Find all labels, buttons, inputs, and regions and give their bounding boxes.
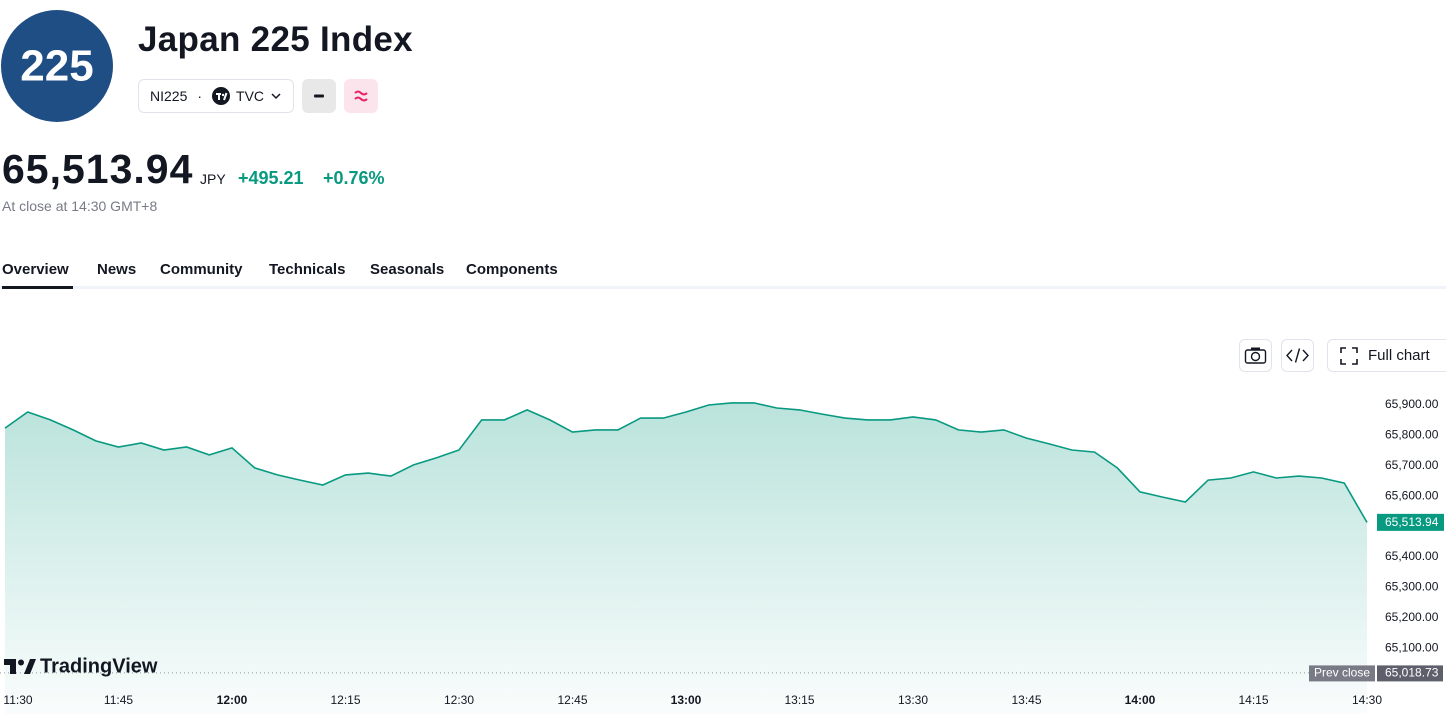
- currency: JPY: [200, 171, 226, 187]
- price: 65,513.94: [2, 146, 194, 192]
- x-tick-label: 13:00: [671, 693, 702, 707]
- logo-text: 225: [20, 42, 93, 91]
- y-tick-label: 65,600.00: [1385, 488, 1439, 502]
- approx-icon: [354, 90, 368, 102]
- x-tick-label: 11:45: [104, 693, 133, 707]
- full-chart-label: Full chart: [1368, 347, 1430, 364]
- y-tick-label: 65,200.00: [1385, 610, 1439, 624]
- brand-logo: TradingView: [4, 655, 158, 677]
- status: At close at 14:30 GMT+8: [2, 198, 158, 214]
- x-tick-label: 12:45: [557, 693, 587, 707]
- prev-close-title: Prev close: [1314, 666, 1370, 680]
- price-tag-box: [1377, 513, 1444, 531]
- area: [5, 402, 1367, 714]
- tab[interactable]: News: [97, 261, 137, 278]
- x-tick-label: 13:45: [1011, 693, 1041, 707]
- tab[interactable]: Components: [466, 261, 558, 278]
- x-tick-label: 13:30: [898, 693, 928, 707]
- y-tick-label: 65,300.00: [1385, 580, 1439, 594]
- tab[interactable]: Community: [160, 261, 243, 278]
- active-tab-underline: [2, 286, 73, 289]
- y-tick-label: 65,400.00: [1385, 549, 1439, 563]
- price-line: [4, 402, 1368, 523]
- price-tag-label: 65,513.94: [1385, 515, 1439, 529]
- x-tick-label: 12:30: [444, 693, 474, 707]
- tab[interactable]: Seasonals: [370, 261, 445, 278]
- code-icon: [1286, 348, 1309, 363]
- market-button[interactable]: [302, 79, 336, 113]
- chevron: [271, 93, 281, 100]
- exchange-icon: [212, 87, 231, 105]
- separator-dot: ·: [197, 88, 203, 104]
- x-tick-label: 14:30: [1352, 693, 1382, 707]
- change: +495.21: [238, 168, 304, 188]
- y-tick-label: 65,700.00: [1385, 458, 1439, 472]
- title: Japan 225 Index: [138, 20, 413, 59]
- tab[interactable]: Overview: [2, 261, 69, 278]
- camera-icon: [1244, 347, 1267, 364]
- expand-icon: [1340, 346, 1358, 365]
- change-percent: +0.76%: [323, 168, 385, 188]
- x-tick-label: 14:15: [1238, 693, 1268, 707]
- cfd-button[interactable]: [344, 79, 378, 113]
- minus-icon: [314, 94, 324, 98]
- prev-close-box: [1377, 665, 1443, 682]
- exchange: TVC: [236, 88, 265, 104]
- tab-divider: [0, 286, 1446, 289]
- y-tick-label: 65,800.00: [1385, 428, 1439, 442]
- prev-close-label: 65,018.73: [1385, 666, 1439, 680]
- full-chart-button[interactable]: Full chart: [1327, 339, 1446, 372]
- tab[interactable]: Technicals: [269, 261, 346, 278]
- logo-circle: [1, 10, 113, 122]
- snapshot-button[interactable]: [1239, 339, 1272, 372]
- embed-button[interactable]: [1281, 339, 1314, 372]
- symbol: NI225: [150, 88, 188, 104]
- symbol-selector[interactable]: NI225 · TVC: [138, 79, 294, 113]
- prev-close-title-box: [1309, 665, 1375, 682]
- logo: 225: [1, 10, 113, 122]
- y-tick-label: 65,100.00: [1385, 640, 1439, 654]
- x-tick-label: 14:00: [1125, 693, 1156, 707]
- y-tick-label: 65,900.00: [1385, 397, 1439, 411]
- x-tick-label: 13:15: [784, 693, 814, 707]
- brand-text: TradingView: [40, 655, 158, 677]
- x-tick-label: 11:30: [3, 693, 32, 707]
- x-tick-label: 12:00: [217, 693, 248, 707]
- x-tick-label: 12:15: [330, 693, 360, 707]
